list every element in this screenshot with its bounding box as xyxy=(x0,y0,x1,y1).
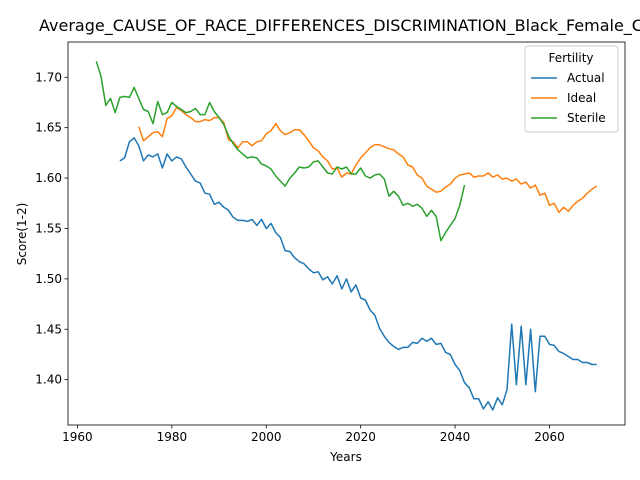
legend-title: Fertility xyxy=(548,51,593,65)
chart-title: Average_CAUSE_OF_RACE_DIFFERENCES_DISCRI… xyxy=(39,16,640,36)
y-tick-label: 1.70 xyxy=(35,70,62,84)
legend: Fertility Actual Ideal Sterile xyxy=(524,45,619,133)
legend-label-sterile: Sterile xyxy=(567,111,606,125)
y-axis-label: Score(1-2) xyxy=(15,203,29,266)
series-line-ideal xyxy=(138,106,598,214)
series-line-actual xyxy=(119,137,597,411)
series-line-sterile xyxy=(95,60,466,242)
legend-box xyxy=(524,45,619,133)
y-axis: 1.40 1.45 1.50 1.55 1.60 1.65 1.70 xyxy=(35,70,68,387)
x-tick-label: 2000 xyxy=(251,430,282,444)
x-tick-label: 1980 xyxy=(157,430,188,444)
x-tick-label: 2060 xyxy=(534,430,565,444)
x-tick-label: 2040 xyxy=(440,430,471,444)
y-tick-label: 1.45 xyxy=(35,322,62,336)
x-tick-label: 1960 xyxy=(62,430,93,444)
plot-frame xyxy=(67,41,626,426)
y-tick-label: 1.50 xyxy=(35,272,62,286)
plot-area xyxy=(67,41,626,426)
series-lines xyxy=(95,60,598,411)
y-tick-label: 1.40 xyxy=(35,373,62,387)
y-tick-label: 1.65 xyxy=(35,121,62,135)
x-tick-label: 2020 xyxy=(345,430,376,444)
legend-label-ideal: Ideal xyxy=(567,91,596,105)
y-tick-label: 1.55 xyxy=(35,221,62,235)
y-tick-label: 1.60 xyxy=(35,171,62,185)
legend-items: Actual Ideal Sterile xyxy=(531,71,606,125)
x-axis: 1960 1980 2000 2020 2040 2060 xyxy=(62,425,565,444)
legend-label-actual: Actual xyxy=(567,71,605,85)
x-axis-label: Years xyxy=(329,450,362,464)
